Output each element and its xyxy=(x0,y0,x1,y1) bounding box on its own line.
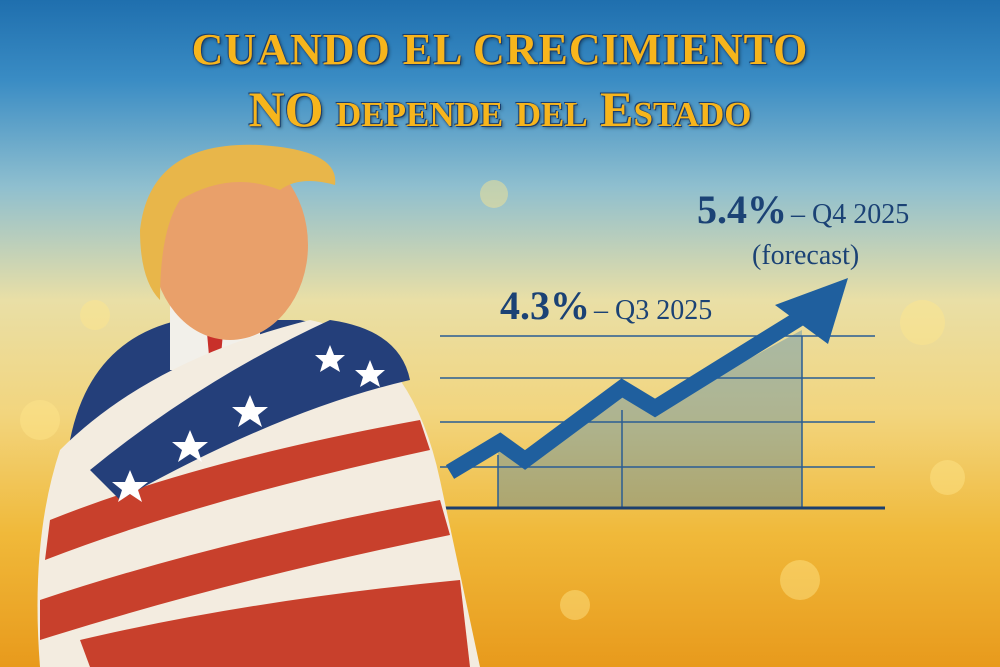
q4-growth-value: 5.4% xyxy=(697,187,787,232)
chart-gridlines xyxy=(440,335,875,508)
chart-area-fill xyxy=(498,330,802,508)
q4-annotation: 5.4% – Q4 2025 xyxy=(697,186,909,233)
q3-period-label: – Q3 2025 xyxy=(594,295,713,326)
arrow-head-icon xyxy=(775,278,848,344)
q3-growth-value: 4.3% xyxy=(500,283,590,328)
q4-period-label: – Q4 2025 xyxy=(791,199,910,230)
headline-line-1: CUANDO EL CRECIMIENTO xyxy=(191,25,809,74)
headline-line-2: NO depende del Estado xyxy=(248,81,752,137)
q4-forecast-note: (forecast) xyxy=(752,240,860,271)
q3-annotation: 4.3% – Q3 2025 xyxy=(500,282,712,329)
person-illustration xyxy=(37,144,480,667)
